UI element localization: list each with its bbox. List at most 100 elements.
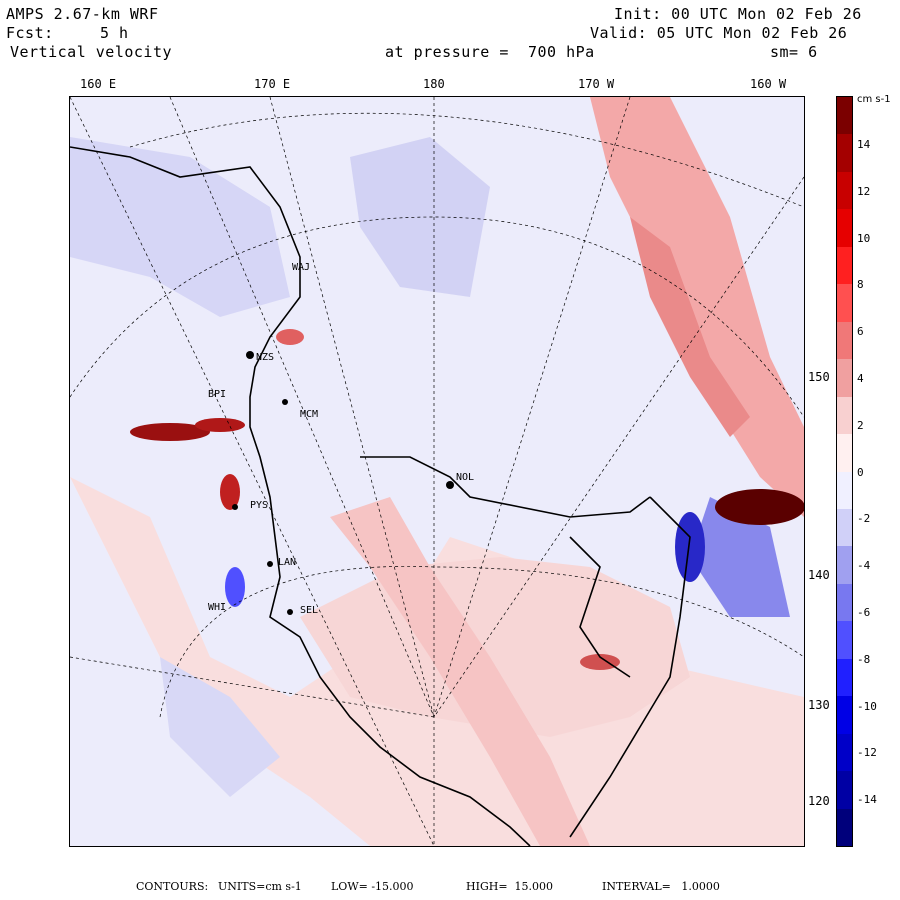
colorbar-swatch <box>837 97 852 135</box>
colorbar-swatch <box>837 771 852 810</box>
station-markers <box>232 351 454 615</box>
cell-3 <box>220 474 240 510</box>
cell-4 <box>225 567 245 607</box>
lat-label-130w: 130 W <box>808 698 845 712</box>
colorbar-tick: -2 <box>857 512 871 526</box>
meridian-f <box>70 656 435 718</box>
lon-label-170e: 170 E <box>254 77 291 91</box>
lat-label-120w: 120 W <box>808 794 845 808</box>
colorbar-tick: 14 <box>857 138 871 151</box>
colorbar-swatch <box>837 621 852 660</box>
meridian-c <box>269 97 435 718</box>
colorbar-swatch <box>837 546 852 585</box>
downdraft-southwest <box>160 657 280 797</box>
footer-contours: CONTOURS: <box>136 880 209 893</box>
cell-5 <box>276 329 304 345</box>
colorbar-swatch <box>837 696 852 735</box>
meridian-e <box>433 176 804 718</box>
coastlines <box>70 146 691 846</box>
lon-label-170w: 170 W <box>578 77 615 91</box>
colorbar-swatch <box>837 171 852 210</box>
colorbar-tick: 0 <box>857 465 864 479</box>
colorbar-tick: 2 <box>857 418 864 432</box>
lon-label-160w: 160 W <box>750 77 787 91</box>
colorbar-tick: -6 <box>857 606 871 619</box>
colorbar-swatch <box>837 808 852 847</box>
lat-label-140w: 140 W <box>808 568 845 582</box>
model-title: AMPS 2.67-km WRF <box>6 5 159 23</box>
lat-label-150w: 150 W <box>808 370 845 384</box>
colorbar-swatch <box>837 284 852 323</box>
station-dot-pys <box>232 504 238 510</box>
lon-label-180: 180 <box>423 77 445 91</box>
pressure-level: at pressure = 700 hPa <box>385 43 595 61</box>
station-label-nol: NOL <box>456 472 475 483</box>
variable-name: Vertical velocity <box>10 43 173 61</box>
station-label-sel: SEL <box>300 605 319 616</box>
colorbar-swatch <box>837 583 852 622</box>
updraft-core <box>630 217 750 437</box>
cell-8 <box>580 654 620 670</box>
colorbar-tick: 6 <box>857 325 864 339</box>
forecast-value: 5 h <box>100 24 129 42</box>
map-panel[interactable]: NZS WAJ NOL PYS LAN SEL WHI BPI MCM <box>69 96 805 847</box>
meridian-a <box>70 97 435 846</box>
station-dot-nol <box>446 481 454 489</box>
roosevelt-island <box>569 536 631 678</box>
station-dot-lan <box>267 561 273 567</box>
colorbar-swatch <box>837 246 852 285</box>
colorbar-swatch <box>837 733 852 772</box>
station-dot-nzs <box>246 351 254 359</box>
station-label-whi: WHI <box>208 602 227 613</box>
meridian-d <box>433 97 631 718</box>
colorbar-swatch <box>837 321 852 360</box>
footer-low: LOW= -15.000 <box>331 880 414 893</box>
cell-2 <box>195 418 245 432</box>
colorbar-tick: 4 <box>857 372 864 385</box>
colorbar-tick: 10 <box>857 231 871 245</box>
colorbar-tick: -10 <box>857 699 877 713</box>
colorbar-swatch <box>837 658 852 697</box>
parallel-1 <box>129 112 804 208</box>
coastline-east <box>569 496 691 838</box>
downdraft-west <box>70 137 290 317</box>
colorbar-tick: 8 <box>857 278 864 292</box>
station-label-nzs: NZS <box>256 352 275 363</box>
station-label-waj: WAJ <box>292 262 311 273</box>
updraft-diagonal <box>330 497 590 846</box>
colorbar-swatch <box>837 134 852 173</box>
colorbar-swatch <box>837 434 852 472</box>
colorbar-tick: -4 <box>857 559 871 573</box>
colorbar-tick: -12 <box>857 746 877 760</box>
colorbar-swatch <box>837 508 852 547</box>
downdraft-east <box>690 497 790 617</box>
colorbar-tick: -14 <box>857 793 877 807</box>
station-dot-sel <box>287 609 293 615</box>
parallel-3 <box>159 566 804 718</box>
footer-units: UNITS=cm s-1 <box>218 880 302 893</box>
colorbar-units: cm s-1 <box>857 94 891 105</box>
smoothing: sm= 6 <box>770 43 818 61</box>
footer-high: HIGH= 15.000 <box>466 880 554 893</box>
cell-6 <box>715 489 804 525</box>
station-label-pys: PYS <box>250 500 269 511</box>
colorbar-swatch <box>837 396 852 435</box>
valid-time: Valid: 05 UTC Mon 02 Feb 26 <box>590 24 848 42</box>
graticule <box>70 97 804 846</box>
coastline-tam <box>70 146 531 846</box>
station-dot-mcm <box>282 399 288 405</box>
meridian-b <box>169 97 435 718</box>
station-label-bpi: BPI <box>208 389 227 400</box>
cell-1 <box>130 423 210 441</box>
parallel-2 <box>70 216 804 418</box>
lon-label-160e: 160 E <box>80 77 117 91</box>
colorbar-tick: -8 <box>857 652 871 666</box>
colorbar-swatch <box>837 471 852 510</box>
footer-interval: INTERVAL= 1.0000 <box>602 880 720 893</box>
init-time: Init: 00 UTC Mon 02 Feb 26 <box>614 5 862 23</box>
colorbar <box>836 96 853 847</box>
cell-7 <box>675 512 705 582</box>
ice-front <box>360 456 651 518</box>
map-canvas <box>70 97 804 846</box>
updraft-band <box>590 97 804 517</box>
